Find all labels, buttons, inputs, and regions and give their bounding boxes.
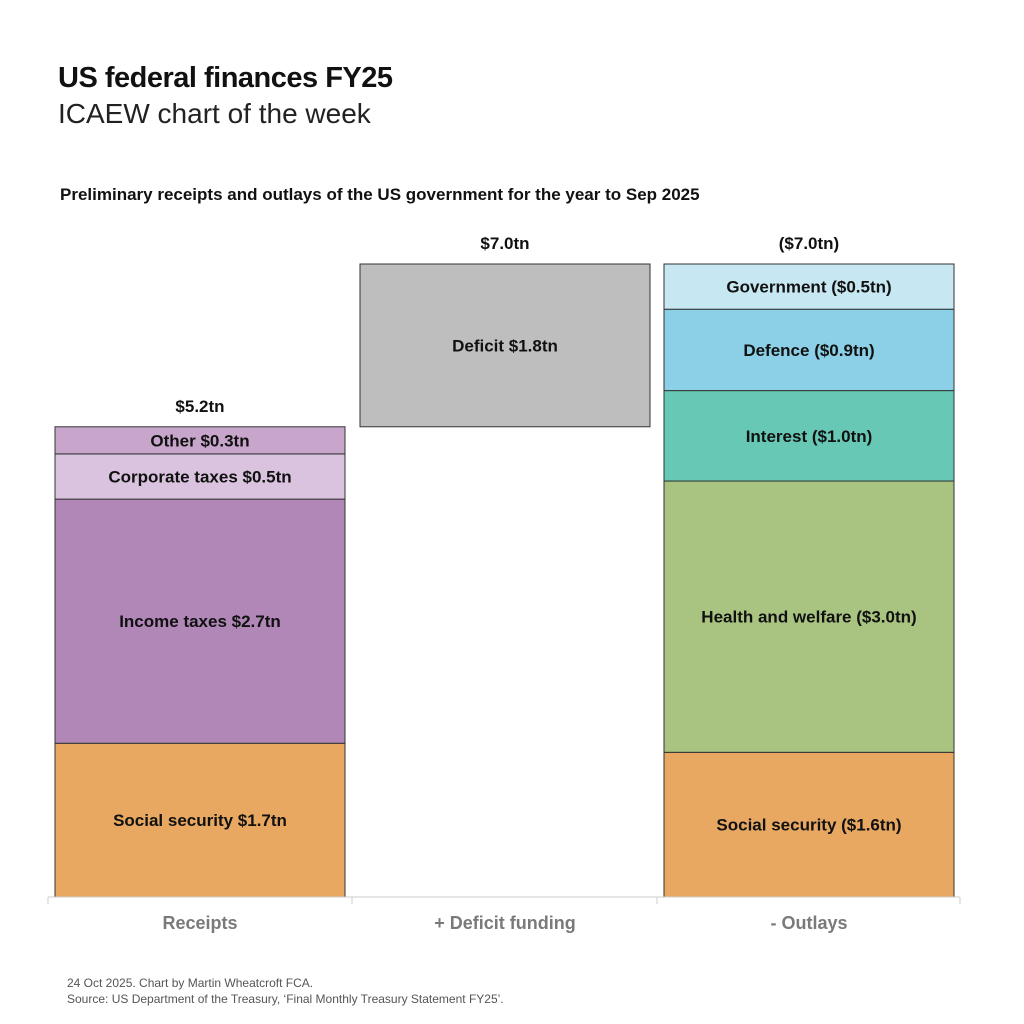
chart-title: Preliminary receipts and outlays of the …	[60, 185, 700, 204]
bar-segment	[663, 263, 955, 310]
segment-label: Social security $1.7tn	[113, 811, 287, 830]
bar-total-label: $5.2tn	[175, 397, 224, 416]
bar-segment	[663, 751, 955, 898]
bar-segment	[359, 263, 651, 428]
segment-label: Government ($0.5tn)	[726, 278, 891, 297]
bar-segment	[663, 308, 955, 392]
bar-segment	[54, 742, 346, 898]
bar-segment	[54, 498, 346, 744]
bar-segment	[663, 390, 955, 482]
segment-label: Interest ($1.0tn)	[746, 427, 873, 446]
bar-total-label: ($7.0tn)	[779, 234, 839, 253]
bar-segment	[54, 426, 346, 455]
footer: 24 Oct 2025. Chart by Martin Wheatcroft …	[67, 975, 504, 1007]
segment-label: Social security ($1.6tn)	[716, 816, 901, 835]
footer-source: Source: US Department of the Treasury, ‘…	[67, 992, 504, 1006]
x-tick-label: - Outlays	[770, 913, 847, 933]
bar-segment	[663, 480, 955, 753]
segment-label: Defence ($0.9tn)	[743, 341, 874, 360]
page-subtitle: ICAEW chart of the week	[58, 98, 371, 129]
segment-label: Income taxes $2.7tn	[119, 612, 281, 631]
bar-total-label: $7.0tn	[480, 234, 529, 253]
page-title: US federal finances FY25	[58, 62, 393, 94]
segment-label: Corporate taxes $0.5tn	[108, 468, 291, 487]
x-tick-label: + Deficit funding	[434, 913, 576, 933]
segment-label: Other $0.3tn	[150, 431, 249, 450]
x-tick-label: Receipts	[162, 913, 237, 933]
segment-label: Health and welfare ($3.0tn)	[701, 608, 916, 627]
footer-credit: 24 Oct 2025. Chart by Martin Wheatcroft …	[67, 976, 314, 990]
segment-label: Deficit $1.8tn	[452, 336, 558, 355]
